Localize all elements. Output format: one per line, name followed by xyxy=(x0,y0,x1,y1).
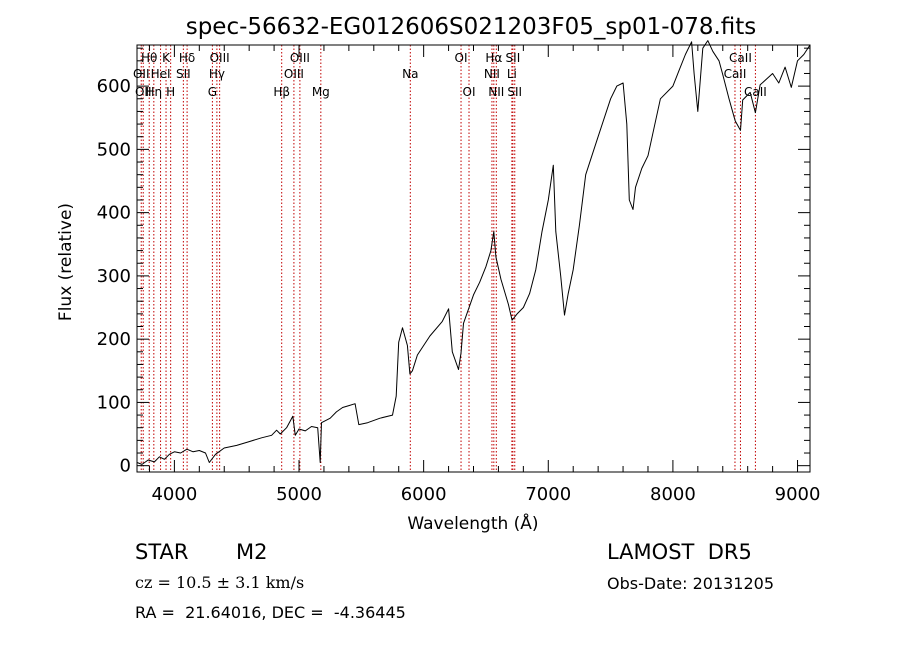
spectral-line-label: NII xyxy=(488,85,504,99)
spectral-line-label: Li xyxy=(507,67,517,81)
object-subclass: M2 xyxy=(236,540,268,564)
plot-frame xyxy=(136,44,811,473)
y-tick-label: 600 xyxy=(97,76,131,97)
spectral-line-label: SII xyxy=(507,85,522,99)
y-tick-labels: 0 100 200 300 400 500 600 xyxy=(97,76,131,477)
y-tick-label: 500 xyxy=(97,139,131,160)
spectral-line-label: Na xyxy=(402,67,418,81)
spectral-line-label: Hθ xyxy=(141,51,157,65)
spectral-line-label: H xyxy=(166,85,175,99)
spectral-line-label: OIII xyxy=(284,67,304,81)
spectral-line-labels: OIIOIIHθHηHeIKHSIIHδGHγOIIIHβOIIIOIIIMgN… xyxy=(133,51,767,99)
coordinates: RA = 21.64016, DEC = -4.36445 xyxy=(135,603,406,622)
x-tick-label: 8000 xyxy=(650,484,696,505)
spectral-line-label: NII xyxy=(484,67,500,81)
spectral-line-label: HeI xyxy=(151,67,171,81)
x-tick-label: 6000 xyxy=(401,484,447,505)
axis-ticks xyxy=(137,45,810,472)
y-tick-label: 0 xyxy=(120,456,131,477)
spectral-line-label: K xyxy=(162,51,171,65)
spectral-line-label: Hγ xyxy=(209,67,225,81)
spectral-line-label: Hα xyxy=(485,51,502,65)
spectral-line-markers xyxy=(140,45,756,472)
spectral-line-label: SII xyxy=(176,67,191,81)
spectral-line-label: OII xyxy=(133,67,150,81)
x-tick-label: 4000 xyxy=(151,484,197,505)
y-axis-label: Flux (relative) xyxy=(56,203,76,321)
x-tick-labels: 4000 5000 6000 7000 8000 9000 xyxy=(151,484,820,505)
spectral-line-label: G xyxy=(208,85,217,99)
spectral-line-label: Mg xyxy=(312,85,330,99)
spectral-line-label: OIII xyxy=(210,51,230,65)
spectral-line-label: CaII xyxy=(744,85,767,99)
spectral-line-label: SII xyxy=(506,51,521,65)
spectrum-series xyxy=(136,40,811,465)
spectral-line-label: OI xyxy=(463,85,476,99)
redshift-value: cz = 10.5 ± 3.1 km/s xyxy=(135,573,305,592)
survey-release: LAMOST DR5 xyxy=(607,540,752,564)
observation-date: Obs-Date: 20131205 xyxy=(607,574,775,593)
spectral-line-label: OII xyxy=(135,85,152,99)
spectral-line-label: Hη xyxy=(146,85,163,99)
y-tick-label: 100 xyxy=(97,392,131,413)
object-class: STAR xyxy=(135,540,189,564)
x-axis-label: Wavelength (Å) xyxy=(407,512,538,534)
spectral-line-label: Hβ xyxy=(273,85,290,99)
spectrum-line xyxy=(136,40,811,465)
x-tick-label: 7000 xyxy=(525,484,571,505)
spectral-line-label: Hδ xyxy=(179,51,195,65)
x-tick-label: 5000 xyxy=(276,484,322,505)
spectral-line-label: OI xyxy=(455,51,468,65)
chart-title: spec-56632-EG012606S021203F05_sp01-078.f… xyxy=(186,14,757,40)
spectral-line-label: CaII xyxy=(724,67,747,81)
y-tick-label: 300 xyxy=(97,266,131,287)
y-tick-label: 200 xyxy=(97,329,131,350)
spectral-line-label: OIII xyxy=(290,51,310,65)
y-tick-label: 400 xyxy=(97,203,131,224)
x-tick-label: 9000 xyxy=(775,484,821,505)
spectral-line-label: CaII xyxy=(729,51,752,65)
